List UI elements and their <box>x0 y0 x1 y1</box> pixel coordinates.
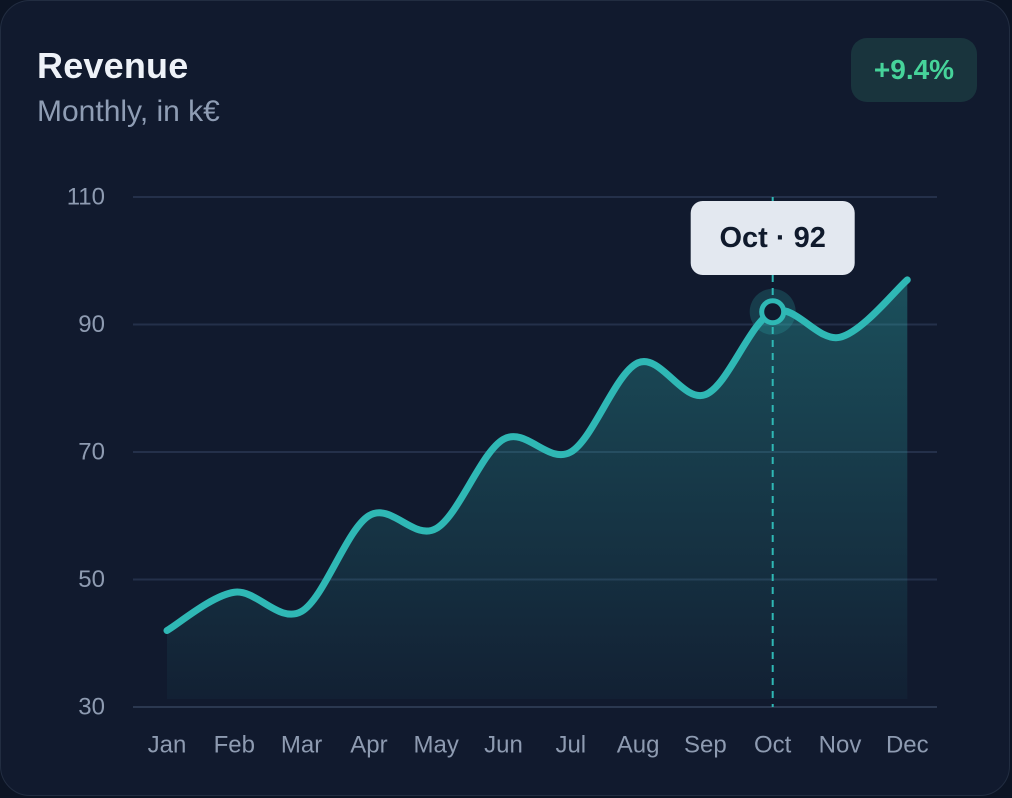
value-tooltip: Oct · 92 <box>690 201 855 275</box>
y-tick-label: 50 <box>78 566 105 593</box>
x-tick-label: Aug <box>617 732 660 759</box>
data-point-jun <box>500 435 508 443</box>
data-point-may <box>432 525 440 533</box>
data-point-nov <box>836 333 844 341</box>
tooltip-label: Oct · 92 <box>720 222 826 254</box>
y-axis-ticks: 30 50 70 90 110 <box>67 184 105 721</box>
data-point-dec <box>903 276 911 284</box>
x-tick-label: Jun <box>484 732 523 759</box>
x-tick-label: Apr <box>350 732 387 759</box>
tooltip-box <box>690 201 855 275</box>
data-point-feb <box>230 588 238 596</box>
x-tick-label: Sep <box>684 732 727 759</box>
area-fill <box>167 279 908 699</box>
y-tick-label: 70 <box>78 439 105 466</box>
chart-title: Revenue <box>37 45 189 86</box>
x-tick-label: Feb <box>214 732 255 759</box>
data-point-aug <box>634 359 642 367</box>
data-point-jul <box>567 448 575 456</box>
data-point-apr <box>365 512 373 520</box>
x-tick-label: May <box>414 732 459 759</box>
x-tick-label: Oct <box>754 732 792 759</box>
highlight-marker-dot <box>759 298 787 326</box>
data-point-sep <box>701 391 709 399</box>
x-tick-label: Dec <box>886 732 929 759</box>
chart-subtitle: Monthly, in k€ <box>37 95 220 128</box>
highlight-marker[interactable] <box>749 288 796 335</box>
x-tick-label: Mar <box>281 732 322 759</box>
data-point-jan <box>163 627 171 635</box>
x-axis-ticks: Jan Feb Mar Apr May Jun Jul Aug Sep Oct Nov Dec <box>148 732 929 759</box>
x-tick-label: Jul <box>555 732 586 759</box>
x-tick-label: Nov <box>819 732 862 759</box>
y-tick-label: 30 <box>78 694 105 721</box>
y-tick-label: 110 <box>67 184 105 211</box>
x-tick-label: Jan <box>148 732 187 759</box>
data-point-mar <box>298 607 306 615</box>
y-tick-label: 90 <box>78 311 105 338</box>
change-badge: +9.4% <box>851 38 977 102</box>
